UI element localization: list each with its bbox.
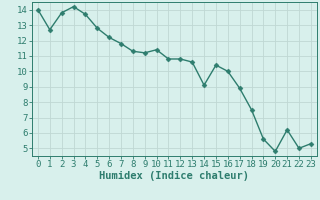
X-axis label: Humidex (Indice chaleur): Humidex (Indice chaleur) <box>100 171 249 181</box>
